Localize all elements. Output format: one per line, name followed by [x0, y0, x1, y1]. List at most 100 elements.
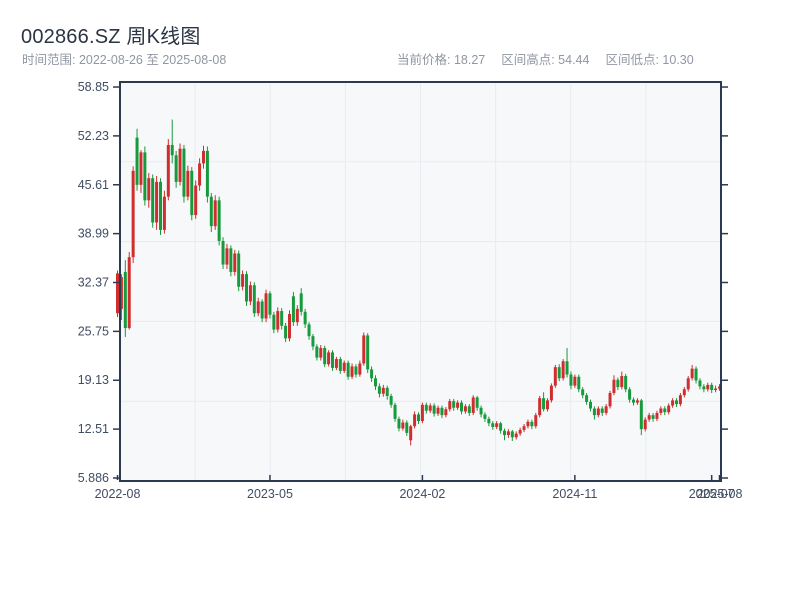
- candle-body: [694, 368, 698, 381]
- y-axis-tick-label: 5.886: [78, 471, 109, 485]
- candle-body: [436, 407, 440, 414]
- candle-body: [288, 314, 291, 339]
- candle-body: [565, 361, 569, 375]
- y-axis-tick-label: 58.85: [78, 80, 109, 94]
- candle-body: [428, 405, 432, 411]
- candle-body: [413, 414, 417, 427]
- candle-body: [561, 361, 565, 379]
- candle-body: [553, 367, 557, 386]
- candle-body: [612, 379, 616, 394]
- candle-body: [264, 293, 268, 319]
- candle-body: [452, 401, 456, 408]
- y-axis-tick-label: 12.51: [78, 422, 109, 436]
- candle-body: [405, 422, 409, 433]
- candle-body: [479, 407, 483, 415]
- candle-body: [319, 347, 323, 358]
- candle-body: [483, 414, 487, 419]
- plot-border: [119, 81, 722, 482]
- candle-body: [585, 395, 589, 402]
- candle-body: [632, 399, 635, 403]
- candle-body: [549, 385, 553, 401]
- candle-body: [385, 387, 389, 396]
- candle-body: [362, 335, 366, 364]
- candle-body: [389, 395, 393, 405]
- candle-body: [475, 397, 479, 408]
- candle-body: [123, 271, 127, 329]
- candle-body: [131, 170, 135, 258]
- x-axis-tick-label: 2025-08: [697, 487, 743, 501]
- candle-body: [198, 163, 202, 186]
- candle-body: [463, 406, 467, 412]
- candle-body: [420, 404, 424, 422]
- candle-body: [186, 170, 190, 197]
- candle-body: [143, 152, 147, 201]
- candle-body: [471, 397, 475, 413]
- candle-body: [440, 407, 444, 416]
- candle-body: [616, 379, 620, 388]
- candle-body: [675, 400, 678, 405]
- x-axis-tick-label: 2024-11: [552, 487, 597, 501]
- candle-body: [233, 253, 237, 272]
- candle-body: [170, 144, 174, 156]
- candle-body: [456, 402, 460, 408]
- candle-body: [151, 178, 155, 223]
- candle-body: [202, 150, 205, 164]
- date-range-label: 时间范围: 2022-08-26 至 2025-08-08: [22, 53, 227, 67]
- candle-body: [635, 400, 639, 403]
- candle-body: [510, 431, 514, 438]
- candle-body: [495, 423, 499, 427]
- candle-body: [647, 415, 651, 420]
- candle-body: [546, 400, 549, 410]
- price-stats: 当前价格: 18.27 区间高点: 54.44 区间低点: 10.30: [397, 49, 694, 68]
- candle-body: [213, 200, 217, 227]
- candle-body: [671, 400, 675, 406]
- x-axis-tick-label: 2023-05: [247, 487, 293, 501]
- candle-body: [409, 426, 413, 441]
- candle-body: [370, 369, 374, 379]
- y-axis-tick-label: 19.13: [78, 373, 109, 387]
- candle-body: [424, 404, 428, 411]
- candle-body: [448, 401, 452, 410]
- candle-body: [182, 148, 186, 197]
- candle-body: [342, 362, 346, 371]
- candle-body: [178, 148, 182, 182]
- candle-body: [643, 419, 647, 430]
- candle-body: [710, 384, 714, 391]
- y-axis-tick-label: 52.23: [78, 129, 109, 143]
- candle-body: [338, 359, 342, 371]
- candle-body: [381, 387, 385, 394]
- range-high: 区间高点: 54.44: [501, 53, 590, 67]
- candle-body: [374, 378, 377, 387]
- candle-body: [514, 433, 518, 438]
- candle-body: [460, 402, 463, 412]
- candle-body: [538, 398, 542, 416]
- candle-body: [604, 406, 608, 413]
- candle-body: [307, 324, 311, 337]
- candle-body: [444, 409, 448, 416]
- candle-body: [678, 395, 682, 405]
- candle-body: [467, 406, 471, 413]
- candle-body: [327, 352, 331, 365]
- candle-body: [651, 415, 655, 419]
- candle-body: [542, 398, 546, 410]
- candle-body: [346, 362, 350, 377]
- candle-body: [194, 185, 198, 216]
- candle-body: [334, 359, 338, 368]
- y-axis-tick-label: 32.37: [78, 275, 109, 289]
- candle-body: [624, 376, 628, 390]
- candle-body: [127, 257, 131, 329]
- candle-body: [276, 311, 280, 330]
- candle-body: [569, 374, 573, 386]
- x-axis-tick-label: 2024-02: [399, 487, 445, 501]
- candle-body: [241, 274, 245, 287]
- current-price: 当前价格: 18.27: [397, 53, 486, 67]
- candle-body: [706, 384, 710, 390]
- candle-body: [526, 421, 530, 427]
- candle-body: [299, 293, 303, 312]
- candle-body: [147, 178, 151, 201]
- candle-body: [135, 137, 139, 185]
- candle-body: [237, 253, 241, 287]
- candle-body: [350, 366, 354, 377]
- candle-body: [639, 400, 643, 430]
